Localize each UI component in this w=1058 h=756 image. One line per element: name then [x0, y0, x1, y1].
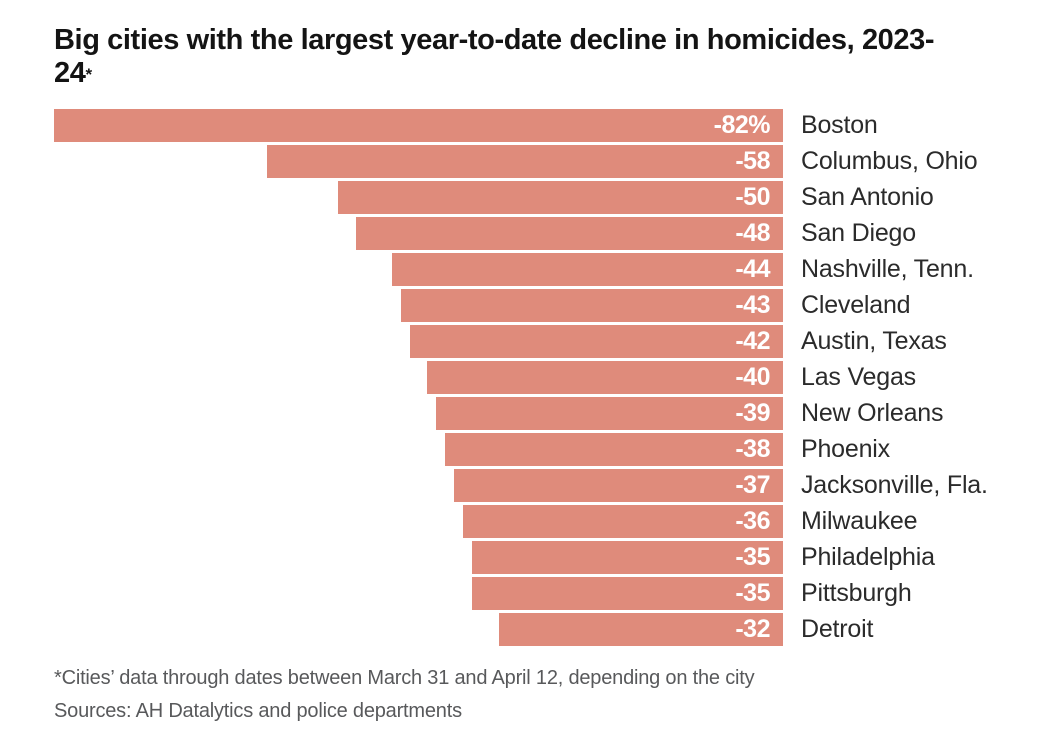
bar: -35 [472, 541, 783, 574]
category-label: Detroit [801, 615, 874, 643]
bar-row: -42 Austin, Texas [54, 325, 1018, 358]
chart-title: Big cities with the largest year-to-date… [54, 24, 1018, 90]
category-label: Milwaukee [801, 507, 918, 535]
bar-value-label: -43 [735, 291, 770, 319]
category-label: New Orleans [801, 399, 944, 427]
bar-row: -82% Boston [54, 109, 1018, 142]
category-label: Las Vegas [801, 363, 916, 391]
category-label: San Antonio [801, 183, 934, 211]
bar-track: -58 [54, 145, 783, 178]
bar-row: -39 New Orleans [54, 397, 1018, 430]
bar-value-label: -35 [735, 543, 770, 571]
bar: -37 [454, 469, 783, 502]
bar-track: -50 [54, 181, 783, 214]
category-label: Pittsburgh [801, 579, 912, 607]
bar: -36 [463, 505, 783, 538]
category-label: Cleveland [801, 291, 911, 319]
bar-track: -37 [54, 469, 783, 502]
bar: -40 [427, 361, 783, 394]
bar-value-label: -42 [735, 327, 770, 355]
category-label: Austin, Texas [801, 327, 947, 355]
bar: -82% [54, 109, 783, 142]
bar: -38 [445, 433, 783, 466]
bar-row: -35 Pittsburgh [54, 577, 1018, 610]
bar-track: -48 [54, 217, 783, 250]
bar-value-label: -32 [735, 615, 770, 643]
bar-row: -40 Las Vegas [54, 361, 1018, 394]
bar: -58 [267, 145, 783, 178]
bar: -50 [338, 181, 783, 214]
bar-value-label: -37 [735, 471, 770, 499]
footnote-asterisk: * [85, 65, 92, 84]
bar: -44 [392, 253, 783, 286]
category-label: Nashville, Tenn. [801, 255, 974, 283]
bar-value-label: -40 [735, 363, 770, 391]
bar-value-label: -48 [735, 219, 770, 247]
bar-value-label: -35 [735, 579, 770, 607]
category-label: Columbus, Ohio [801, 147, 978, 175]
bar-track: -38 [54, 433, 783, 466]
bar-value-label: -39 [735, 399, 770, 427]
bar: -48 [356, 217, 783, 250]
bar-chart: -82% Boston -58 Columbus, Ohio -50 San Antoni… [54, 109, 1018, 646]
bar-row: -38 Phoenix [54, 433, 1018, 466]
bar-value-label: -58 [735, 147, 770, 175]
bar-value-label: -82% [713, 111, 771, 139]
bar-track: -44 [54, 253, 783, 286]
bar: -43 [401, 289, 783, 322]
bar-row: -50 San Antonio [54, 181, 1018, 214]
bar: -39 [436, 397, 783, 430]
category-label: Boston [801, 111, 878, 139]
category-label: Jacksonville, Fla. [801, 471, 988, 499]
category-label: San Diego [801, 219, 916, 247]
bar-value-label: -44 [735, 255, 770, 283]
bar-track: -39 [54, 397, 783, 430]
category-label: Philadelphia [801, 543, 935, 571]
footnote-sources: Sources: AH Datalytics and police depart… [54, 700, 462, 722]
bar-track: -36 [54, 505, 783, 538]
bar-value-label: -38 [735, 435, 770, 463]
bar-track: -42 [54, 325, 783, 358]
bar-row: -44 Nashville, Tenn. [54, 253, 1018, 286]
bar-row: -43 Cleveland [54, 289, 1018, 322]
bar-value-label: -36 [735, 507, 770, 535]
chart-title-line1: Big cities with the largest year-to-date… [54, 24, 935, 56]
bar-track: -82% [54, 109, 783, 142]
bar-track: -40 [54, 361, 783, 394]
footnote-note: *Cities’ data through dates between Marc… [54, 667, 755, 689]
bar-row: -36 Milwaukee [54, 505, 1018, 538]
bar-track: -35 [54, 541, 783, 574]
bar-row: -32 Detroit [54, 613, 1018, 646]
chart-title-line2: 24 [54, 57, 86, 89]
bar-row: -37 Jacksonville, Fla. [54, 469, 1018, 502]
chart-footnotes: *Cities’ data through dates between Marc… [54, 662, 1018, 728]
category-label: Phoenix [801, 435, 890, 463]
bar-track: -32 [54, 613, 783, 646]
bar-row: -58 Columbus, Ohio [54, 145, 1018, 178]
bar: -42 [410, 325, 783, 358]
bar: -32 [499, 613, 783, 646]
bar: -35 [472, 577, 783, 610]
bar-row: -48 San Diego [54, 217, 1018, 250]
bar-value-label: -50 [735, 183, 770, 211]
bar-track: -43 [54, 289, 783, 322]
bar-row: -35 Philadelphia [54, 541, 1018, 574]
bar-track: -35 [54, 577, 783, 610]
